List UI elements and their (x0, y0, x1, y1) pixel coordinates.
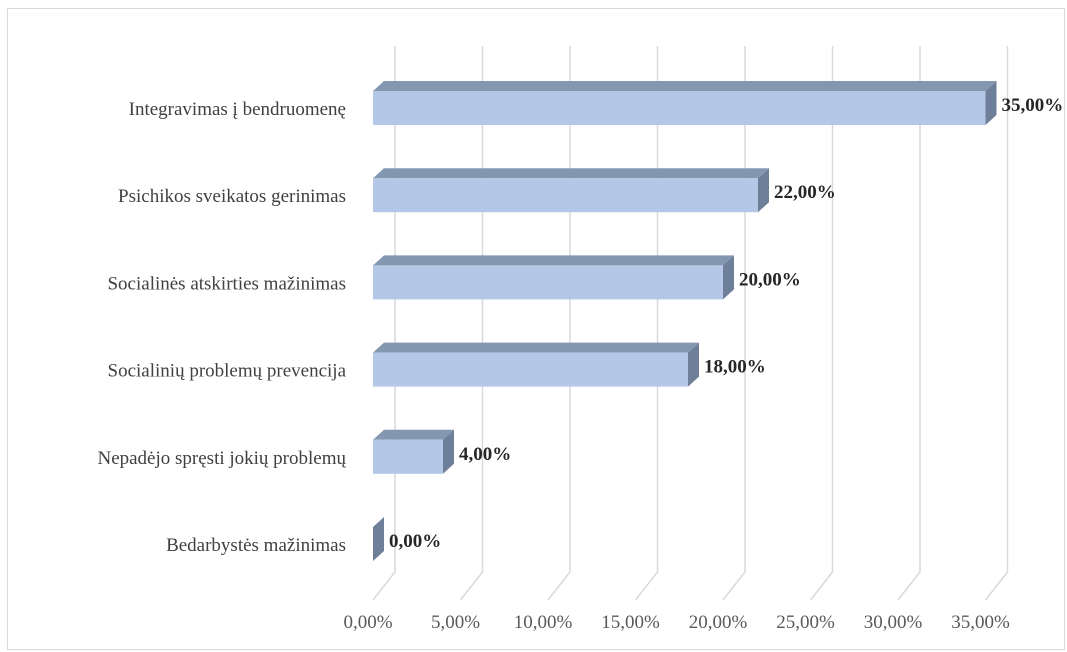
x-tick-label: 25,00% (776, 612, 835, 633)
x-tick-label: 0,00% (343, 612, 392, 633)
bar (373, 342, 699, 387)
x-axis-tick-labels: 0,00% 5,00% 10,00% 15,00% 20,00% 25,00% 30,00%… (343, 612, 1010, 633)
data-labels: 35,00% 22,00% 20,00% 18,00% 4,00% 0,00% (389, 95, 1063, 552)
grid-line (459, 46, 484, 601)
x-tick-label: 20,00% (689, 612, 748, 633)
data-label: 18,00% (704, 357, 766, 378)
grid-line (372, 46, 396, 601)
bar (373, 429, 454, 474)
data-label: 20,00% (739, 269, 801, 290)
x-tick-label: 10,00% (514, 612, 573, 633)
bar-side-face (373, 517, 384, 561)
bar-side-face (758, 168, 769, 213)
category-label: Socialinės atskirties mažinimas (107, 273, 346, 294)
bar-side-face (985, 81, 997, 125)
bar (373, 168, 769, 213)
bar-top-face (373, 255, 734, 266)
bar-side-face (688, 342, 699, 387)
category-label: Socialinių problemų prevencija (108, 361, 347, 382)
bar-top-face (373, 342, 699, 353)
category-label: Bedarbystės mažinimas (166, 535, 346, 556)
bar (373, 255, 734, 300)
bar-top-face (373, 81, 997, 91)
grid-line (809, 46, 834, 601)
bar (373, 517, 384, 561)
x-tick-label: 30,00% (864, 612, 923, 633)
data-label: 22,00% (774, 182, 836, 203)
bar-side-face (443, 429, 454, 474)
category-label: Psichikos sveikatos gerinimas (118, 186, 346, 207)
data-label: 35,00% (1002, 95, 1064, 116)
data-label: 4,00% (459, 444, 511, 465)
bar (373, 81, 997, 125)
category-labels: Integravimas į bendruomenę Psichikos svei… (97, 99, 346, 556)
x-tick-label: 5,00% (431, 612, 480, 633)
bar-top-face (373, 429, 454, 440)
bar-front-face (373, 91, 986, 125)
grid-lines (372, 46, 1009, 601)
grid-line (634, 46, 659, 601)
bar-front-face (373, 178, 758, 213)
bar-side-face (723, 255, 734, 300)
bar-front-face (373, 439, 443, 474)
bar-front-face (373, 352, 688, 387)
x-tick-label: 35,00% (951, 612, 1010, 633)
grid-line (984, 46, 1009, 601)
bars (373, 81, 997, 561)
x-tick-label: 15,00% (601, 612, 660, 633)
category-label: Nepadėjo spręsti jokių problemų (97, 448, 346, 469)
grid-line (897, 46, 921, 601)
data-label: 0,00% (389, 531, 441, 552)
grid-line (722, 46, 746, 601)
category-label: Integravimas į bendruomenę (129, 99, 346, 120)
bar-top-face (373, 168, 769, 179)
grid-line (547, 46, 571, 601)
bar-front-face (373, 265, 723, 300)
